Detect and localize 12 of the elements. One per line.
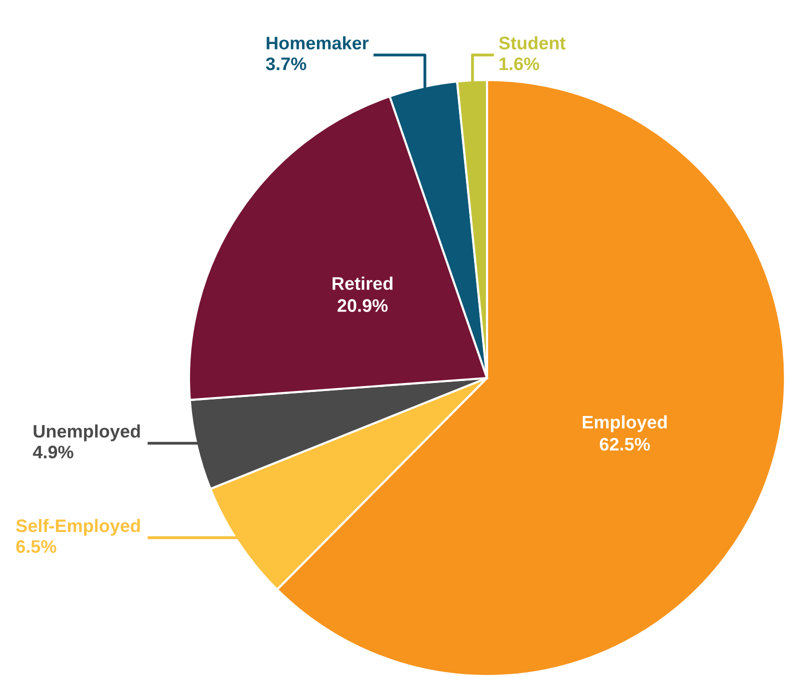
data-label: 20.9% bbox=[338, 299, 388, 312]
slice-label: Employed bbox=[582, 415, 667, 432]
data-label: 62.5% bbox=[600, 438, 650, 451]
slice-label: Self-Employed bbox=[16, 518, 140, 536]
slice-label: Homemaker bbox=[266, 36, 369, 50]
slice-label: Student bbox=[499, 36, 566, 50]
slice-label: Unemployed bbox=[34, 424, 140, 442]
data-label: 3.7% bbox=[266, 57, 306, 70]
data-label: 1.6% bbox=[500, 57, 540, 70]
data-label: 4.9% bbox=[32, 446, 74, 458]
slice-label: Retired bbox=[332, 276, 392, 290]
data-label: 6.5% bbox=[16, 540, 56, 553]
